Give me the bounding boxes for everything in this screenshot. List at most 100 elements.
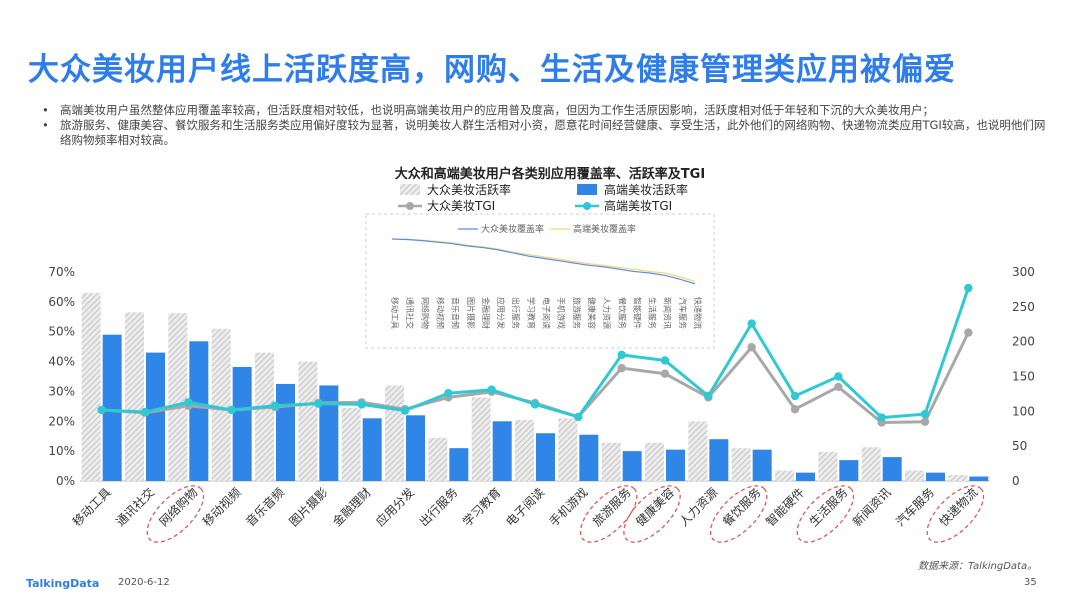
bar-mass-active <box>688 421 708 481</box>
inset-tick-label: 智能硬件 <box>632 297 642 329</box>
bar-premium-active <box>189 341 209 481</box>
x-tick-label: 旅游服务 <box>589 485 634 530</box>
bullet-marker: • <box>42 103 49 117</box>
y-left-tick-label: 30% <box>48 384 75 398</box>
x-tick-label: 新闻资讯 <box>849 485 894 530</box>
x-tick-label: 汽车服务 <box>893 485 938 530</box>
y-right-tick-label: 200 <box>1012 335 1035 349</box>
inset-tick-label: 移动工具 <box>390 297 400 329</box>
y-right-tick-label: 150 <box>1012 370 1035 384</box>
x-tick-label: 健康美容 <box>633 485 678 530</box>
inset-tick-label: 汽车服务 <box>678 297 688 329</box>
bar-mass-active <box>471 397 491 481</box>
highlight-circle <box>623 485 681 543</box>
point-premium-tgi <box>747 319 756 328</box>
inset-frame <box>365 213 715 349</box>
bar-mass-active <box>775 470 794 481</box>
bar-mass-active <box>168 313 188 481</box>
legend-label: 高端美妆TGI <box>604 198 672 213</box>
point-mass-tgi <box>834 382 843 392</box>
highlight-circle <box>709 485 768 543</box>
point-premium-tgi <box>834 372 843 381</box>
bar-premium-active <box>146 352 165 481</box>
inset-tick-label: 生活服务 <box>648 297 658 329</box>
inset-tick-label: 图片摄影 <box>466 297 476 329</box>
inset-tick-label: 新闻资讯 <box>663 297 673 329</box>
bar-mass-active <box>905 470 924 481</box>
point-premium-tgi <box>574 412 583 422</box>
footer-date: 2020-6-12 <box>118 577 170 588</box>
bullet-item: • 旅游服务、健康美容、餐饮服务和生活服务类应用偏好度较为显著，说明美妆人群生活… <box>40 118 1050 148</box>
bar-mass-active <box>818 451 838 481</box>
legend-marker <box>583 202 591 210</box>
inset-tick-label: 快递物流 <box>693 297 703 329</box>
y-left-tick-label: 0% <box>56 474 75 488</box>
inset-tick-label: 电子阅读 <box>542 297 552 329</box>
bar-premium-active <box>276 383 295 481</box>
bullet-text: 高端美妆用户虽然整体应用覆盖率较高，但活跃度相对较低，也说明高端美妆用户的应用普… <box>60 103 934 117</box>
y-right-tick-label: 250 <box>1012 300 1035 314</box>
y-left-tick-label: 10% <box>48 444 75 458</box>
bar-premium-active <box>362 418 382 481</box>
bar-premium-active <box>102 334 122 481</box>
inset-tick-label: 健康美容 <box>587 297 597 329</box>
x-tick-label: 图片摄影 <box>286 485 331 530</box>
inset-tick-label: 手机游戏 <box>557 297 567 329</box>
inset-tick-label: 出行服务 <box>511 297 521 329</box>
y-right-tick-label: 50 <box>1012 439 1027 453</box>
point-mass-tgi <box>660 369 670 378</box>
bar-mass-active <box>861 447 881 481</box>
bar-premium-active <box>536 433 555 481</box>
bar-premium-active <box>622 451 642 481</box>
y-left-tick-label: 20% <box>48 414 75 428</box>
bar-mass-active <box>81 292 101 481</box>
point-premium-tgi <box>97 405 106 415</box>
bar-premium-active <box>666 449 685 481</box>
inset-legend-label: 高端美妆覆盖率 <box>573 223 636 235</box>
bullet-text: 旅游服务、健康美容、餐饮服务和生活服务类应用偏好度较为显著，说明美妆人群生活相对… <box>60 118 1046 147</box>
y-right-tick-label: 0 <box>1012 474 1020 488</box>
point-mass-tgi <box>617 363 626 373</box>
bar-premium-active <box>319 385 339 481</box>
bar-mass-active <box>601 442 621 481</box>
x-tick-label: 移动视频 <box>199 485 244 530</box>
bar-mass-active <box>731 448 751 481</box>
inset-tick-label: 应用分发 <box>496 297 506 329</box>
x-tick-label: 快递物流 <box>937 485 981 529</box>
bar-mass-active <box>255 352 274 481</box>
point-premium-tgi <box>920 409 930 419</box>
point-premium-tgi <box>704 391 713 401</box>
y-right-tick-label: 100 <box>1012 404 1035 418</box>
bar-premium-active <box>579 434 599 481</box>
point-premium-tgi <box>487 385 496 394</box>
point-premium-tgi <box>660 356 670 365</box>
inset-tick-label: 学习教育 <box>526 297 536 329</box>
bar-mass-active <box>298 361 318 481</box>
point-mass-tgi <box>920 417 930 426</box>
inset-tick-label: 餐饮服务 <box>617 297 627 329</box>
point-premium-tgi <box>227 405 236 415</box>
x-tick-label: 餐饮服务 <box>719 485 764 530</box>
inset-line-mass <box>391 238 696 285</box>
point-premium-tgi <box>877 413 886 422</box>
legend-marker <box>406 202 414 210</box>
legend-label: 高端美妆活跃率 <box>604 182 688 197</box>
bar-premium-active <box>752 449 772 481</box>
page-number: 35 <box>1024 577 1037 588</box>
point-premium-tgi <box>964 283 973 293</box>
point-premium-tgi <box>184 398 193 407</box>
x-tick-label: 金融理财 <box>329 485 374 530</box>
x-tick-label: 出行服务 <box>416 485 461 530</box>
bar-premium-active <box>839 460 859 481</box>
bar-mass-active <box>428 437 448 481</box>
point-premium-tgi <box>790 391 800 401</box>
point-premium-tgi <box>140 407 150 417</box>
bar-premium-active <box>232 366 252 481</box>
point-premium-tgi <box>270 401 280 410</box>
x-tick-label: 电子阅读 <box>503 485 547 529</box>
point-premium-tgi <box>400 406 410 415</box>
y-right-tick-label: 300 <box>1012 265 1035 279</box>
bar-premium-active <box>492 421 512 481</box>
bar-premium-active <box>882 457 902 481</box>
